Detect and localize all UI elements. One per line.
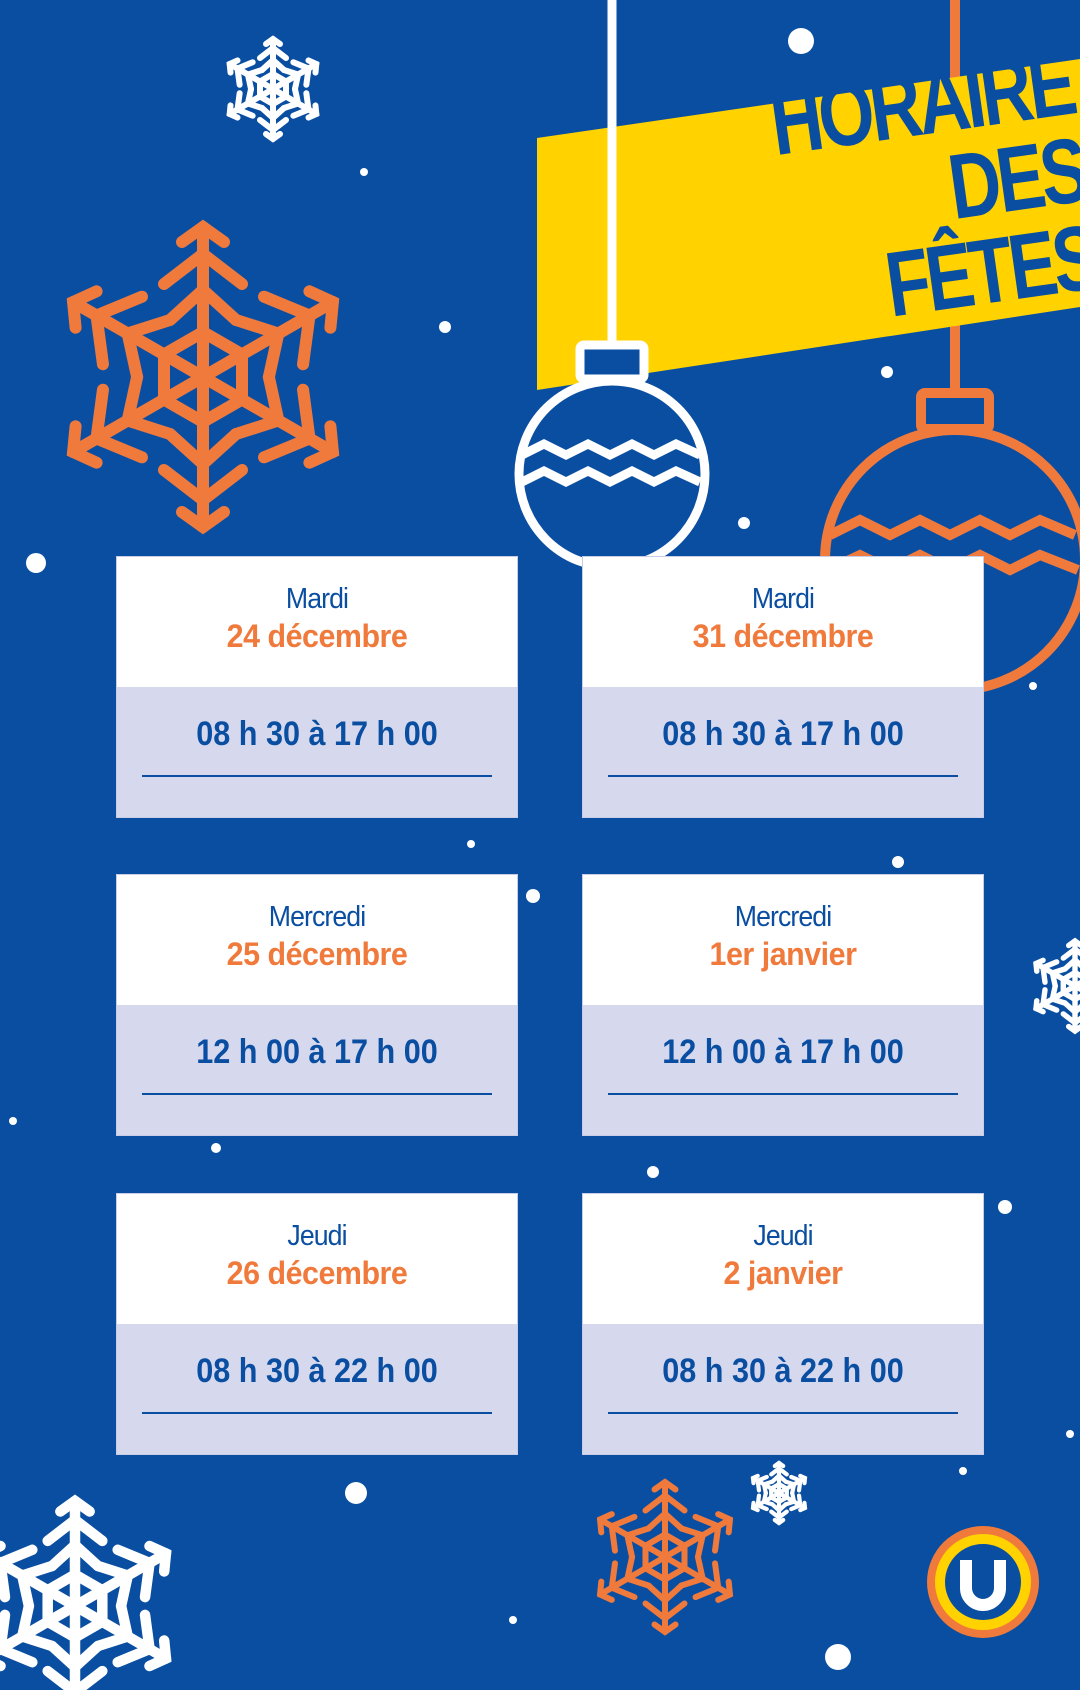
- divider: [608, 1093, 958, 1095]
- date-label: 2 janvier: [723, 1255, 843, 1291]
- day-label: Mardi: [751, 583, 815, 615]
- divider: [142, 775, 492, 777]
- day-label: Mardi: [285, 583, 349, 615]
- logo-icon: [927, 1526, 1039, 1638]
- day-label: Mercredi: [734, 901, 832, 933]
- hours-label: 08 h 30 à 22 h 00: [196, 1352, 438, 1390]
- ornament-icon: [514, 0, 710, 572]
- snowflake-icon: [0, 1501, 180, 1690]
- schedule-card: Mardi 24 décembre 08 h 30 à 17 h 00: [116, 556, 518, 818]
- date-label: 1er janvier: [709, 936, 857, 972]
- title-banner: [537, 59, 1080, 390]
- snow-dots: [9, 28, 1074, 1670]
- schedule-card: Jeudi 2 janvier 08 h 30 à 22 h 00: [582, 1193, 984, 1455]
- date-label: 25 décembre: [226, 936, 408, 972]
- date-label: 26 décembre: [226, 1255, 408, 1291]
- hours-label: 12 h 00 à 17 h 00: [662, 1033, 904, 1071]
- hours-label: 12 h 00 à 17 h 00: [196, 1033, 438, 1071]
- divider: [142, 1093, 492, 1095]
- date-label: 24 décembre: [226, 618, 408, 654]
- divider: [608, 775, 958, 777]
- schedule-card: Jeudi 26 décembre 08 h 30 à 22 h 00: [116, 1193, 518, 1455]
- divider: [142, 1412, 492, 1414]
- snowflake-icon: [590, 1482, 739, 1632]
- day-label: Mercredi: [268, 901, 366, 933]
- hours-label: 08 h 30 à 17 h 00: [662, 715, 904, 753]
- snowflake-icon: [749, 1463, 809, 1523]
- day-label: Jeudi: [287, 1220, 347, 1252]
- snowflake-icon: [54, 227, 353, 527]
- schedule-card: Mardi 31 décembre 08 h 30 à 17 h 00: [582, 556, 984, 818]
- hours-label: 08 h 30 à 22 h 00: [662, 1352, 904, 1390]
- hours-label: 08 h 30 à 17 h 00: [196, 715, 438, 753]
- divider: [608, 1412, 958, 1414]
- snowflake-icon: [223, 39, 323, 139]
- schedule-card: Mercredi 25 décembre 12 h 00 à 17 h 00: [116, 874, 518, 1136]
- day-label: Jeudi: [753, 1220, 813, 1252]
- schedule-card: Mercredi 1er janvier 12 h 00 à 17 h 00: [582, 874, 984, 1136]
- snowflake-icon: [1030, 941, 1080, 1031]
- date-label: 31 décembre: [692, 618, 874, 654]
